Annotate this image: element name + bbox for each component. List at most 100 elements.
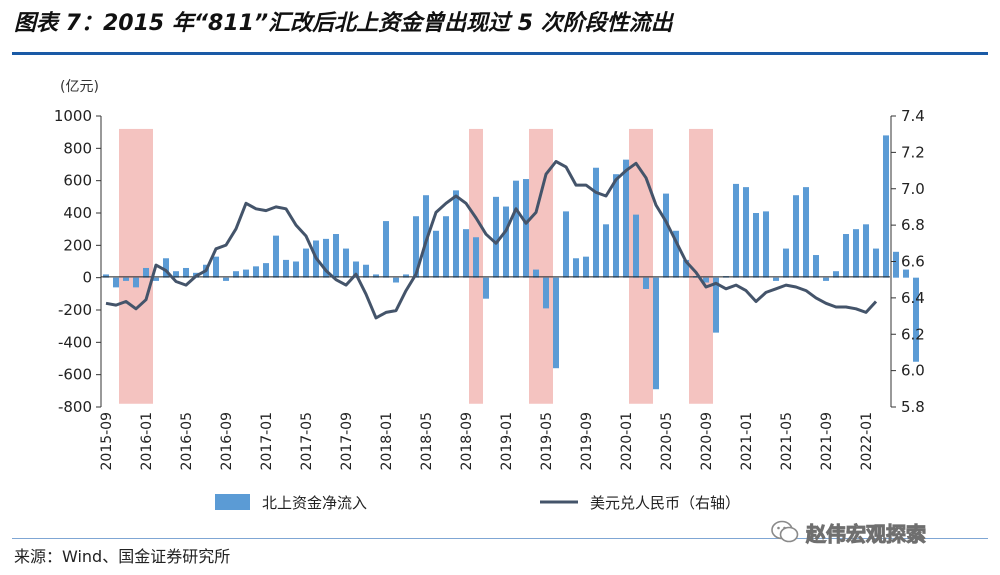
x-tick-label: 2021-09 bbox=[819, 412, 835, 471]
bar-mark bbox=[623, 159, 629, 278]
bar-mark bbox=[363, 264, 369, 278]
bar-mark bbox=[683, 259, 689, 278]
x-tick-label: 2016-01 bbox=[139, 412, 155, 471]
bar-mark bbox=[603, 224, 609, 278]
highlight-period-3 bbox=[529, 128, 553, 404]
source-note: 来源：Wind、国金证券研究所 bbox=[14, 547, 231, 566]
bar-mark bbox=[743, 187, 749, 278]
bar-mark bbox=[703, 277, 709, 283]
bar-mark bbox=[493, 196, 499, 278]
bar-mark bbox=[893, 251, 899, 278]
right-tick-label: 7.0 bbox=[901, 180, 925, 198]
x-tick-label: 2021-01 bbox=[739, 412, 755, 471]
bar-mark bbox=[713, 277, 719, 333]
left-tick-label: 600 bbox=[63, 172, 92, 190]
right-tick-label: 6.4 bbox=[901, 289, 925, 307]
bar-mark bbox=[323, 238, 329, 278]
x-tick-label: 2020-01 bbox=[619, 412, 635, 471]
bar-mark bbox=[913, 277, 919, 362]
bar-mark bbox=[353, 261, 359, 278]
bar-mark bbox=[443, 216, 449, 278]
bar-mark bbox=[523, 179, 529, 278]
bar-mark bbox=[173, 271, 179, 278]
bar-mark bbox=[883, 135, 889, 278]
bar-mark bbox=[103, 274, 109, 278]
bar-mark bbox=[843, 234, 849, 278]
bar-mark bbox=[373, 274, 379, 278]
bar-mark bbox=[463, 229, 469, 278]
bar-mark bbox=[773, 277, 779, 281]
bar-mark bbox=[543, 277, 549, 309]
bar-mark bbox=[303, 248, 309, 278]
x-tick-label: 2022-01 bbox=[859, 412, 875, 471]
bar-mark bbox=[283, 259, 289, 278]
bar-mark bbox=[513, 180, 519, 278]
bar-mark bbox=[803, 187, 809, 278]
right-axis-ticks: 7.4 7.2 7.0 6.8 6.6 6.4 6.2 6.0 5.8 bbox=[891, 107, 925, 416]
bar-mark bbox=[133, 277, 139, 288]
bar-mark bbox=[293, 261, 299, 278]
bar-mark bbox=[573, 258, 579, 278]
bar-mark bbox=[123, 277, 129, 281]
bar-mark bbox=[403, 274, 409, 278]
bar-mark bbox=[473, 237, 479, 278]
watermark: 赵伟宏观探索 bbox=[770, 515, 985, 549]
legend-bar-swatch bbox=[215, 494, 250, 510]
x-tick-label: 2017-05 bbox=[299, 412, 315, 471]
usdcny-line bbox=[105, 160, 878, 320]
bar-mark bbox=[163, 258, 169, 278]
left-tick-label: 1000 bbox=[54, 107, 92, 125]
highlight-period-1 bbox=[119, 128, 153, 404]
x-tick-label: 2020-09 bbox=[699, 412, 715, 471]
right-tick-label: 7.4 bbox=[901, 107, 925, 125]
title-divider bbox=[12, 52, 988, 55]
x-axis-ticks: 2015-09 2016-01 2016-05 2016-09 2017-01 2017-… bbox=[99, 412, 875, 471]
left-tick-label: 0 bbox=[82, 269, 92, 287]
x-tick-label: 2019-05 bbox=[539, 412, 555, 471]
bar-mark bbox=[783, 248, 789, 278]
x-tick-label: 2018-05 bbox=[419, 412, 435, 471]
wechat-icon bbox=[771, 520, 799, 543]
bar-mark bbox=[903, 269, 909, 278]
bar-mark bbox=[673, 230, 679, 278]
bar-mark bbox=[873, 248, 879, 278]
bar-mark bbox=[583, 256, 589, 278]
bar-mark bbox=[213, 256, 219, 278]
bar-mark bbox=[653, 277, 659, 390]
bar-mark bbox=[633, 214, 639, 278]
bar-mark bbox=[613, 174, 619, 278]
left-tick-label: 800 bbox=[63, 139, 92, 157]
x-tick-label: 2019-01 bbox=[499, 412, 515, 471]
bar-mark bbox=[253, 266, 259, 278]
bar-series bbox=[103, 135, 919, 390]
left-tick-label: 200 bbox=[63, 236, 92, 254]
bar-mark bbox=[263, 263, 269, 278]
left-tick-label: 400 bbox=[63, 204, 92, 222]
x-tick-label: 2019-09 bbox=[579, 412, 595, 471]
x-tick-label: 2017-09 bbox=[339, 412, 355, 471]
bar-mark bbox=[593, 167, 599, 278]
bar-mark bbox=[233, 271, 239, 278]
highlight-period-5 bbox=[689, 128, 713, 404]
line-series bbox=[105, 160, 878, 320]
x-tick-label: 2020-05 bbox=[659, 412, 675, 471]
right-tick-label: 6.2 bbox=[901, 325, 925, 343]
bar-mark bbox=[183, 267, 189, 278]
right-tick-label: 6.8 bbox=[901, 216, 925, 234]
left-tick-label: -400 bbox=[58, 333, 92, 351]
left-axis-ticks: 1000 800 600 400 200 0 -200 -400 -600 -800 bbox=[54, 107, 101, 416]
x-tick-label: 2021-05 bbox=[779, 412, 795, 471]
chart-canvas: (亿元) 1000 800 600 400 200 0 -200 -400 -600 -800 7… bbox=[54, 79, 925, 512]
legend-line-label: 美元兑人民币（右轴） bbox=[590, 494, 740, 512]
bar-mark bbox=[833, 271, 839, 278]
bar-mark bbox=[793, 195, 799, 278]
bar-mark bbox=[433, 230, 439, 278]
x-tick-label: 2018-09 bbox=[459, 412, 475, 471]
legend-bar-label: 北上资金净流入 bbox=[262, 494, 367, 512]
bar-mark bbox=[643, 277, 649, 289]
bar-mark bbox=[333, 234, 339, 278]
bar-mark bbox=[813, 255, 819, 278]
bar-mark bbox=[113, 277, 119, 288]
bar-mark bbox=[223, 277, 229, 281]
bar-mark bbox=[503, 206, 509, 278]
